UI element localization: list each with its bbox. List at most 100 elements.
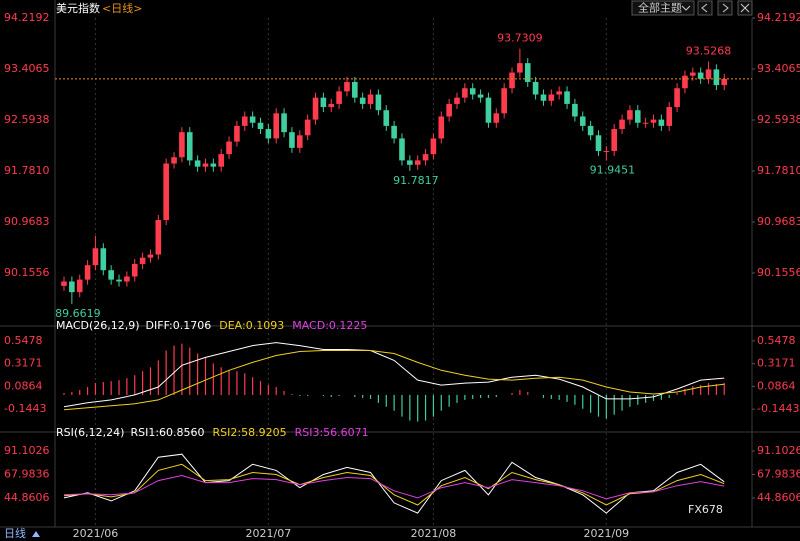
candle-body bbox=[336, 91, 342, 104]
candle-body bbox=[579, 116, 586, 126]
x-tick-label: 2021/09 bbox=[583, 527, 629, 540]
close-icon bbox=[740, 3, 750, 13]
candle-body bbox=[517, 63, 523, 73]
candle-body bbox=[202, 163, 209, 167]
candle-body bbox=[359, 97, 366, 104]
candle-body bbox=[69, 281, 75, 293]
period-label[interactable]: <日线> bbox=[102, 1, 142, 15]
y-tick-label-left: 92.5938 bbox=[4, 113, 50, 126]
y-tick-label-right: 90.9683 bbox=[757, 215, 800, 228]
indicator-line bbox=[63, 453, 725, 514]
candle-body bbox=[634, 110, 641, 123]
candle-body bbox=[414, 160, 421, 165]
candle-body bbox=[257, 122, 264, 130]
x-tick-label: 2021/07 bbox=[246, 527, 292, 540]
candle-body bbox=[304, 119, 311, 136]
candle-body bbox=[367, 94, 374, 104]
candle-body bbox=[273, 113, 280, 139]
candle-body bbox=[407, 160, 413, 165]
indicator-line bbox=[63, 463, 725, 506]
candle-body bbox=[532, 81, 539, 95]
candle-body bbox=[697, 72, 704, 79]
candle-body bbox=[509, 72, 515, 89]
next-icon bbox=[722, 3, 729, 13]
y-tick-label-left: 0.5478 bbox=[4, 334, 43, 347]
y-tick-label-left: 93.4065 bbox=[4, 62, 50, 75]
candle-body bbox=[682, 75, 688, 89]
candle-body bbox=[320, 97, 327, 108]
indicator-line bbox=[63, 474, 725, 500]
y-tick-label-right: 92.5938 bbox=[757, 113, 800, 126]
y-tick-label-right: 0.0864 bbox=[757, 379, 796, 392]
instrument-title: 美元指数 bbox=[56, 1, 100, 15]
indicator-line bbox=[63, 342, 725, 408]
candle-body bbox=[186, 132, 193, 161]
candle-body bbox=[674, 88, 680, 108]
indicator-line bbox=[63, 350, 725, 411]
candle-body bbox=[84, 265, 91, 280]
next-button[interactable] bbox=[717, 0, 733, 16]
high-label: 93.7309 bbox=[497, 32, 543, 45]
y-tick-label-right: 91.1026 bbox=[757, 444, 800, 457]
candle-body bbox=[234, 125, 240, 142]
candle-body bbox=[454, 97, 460, 104]
candle-body bbox=[76, 279, 83, 293]
candle-body bbox=[485, 97, 492, 123]
candle-body bbox=[124, 276, 130, 282]
candle-body bbox=[438, 116, 445, 139]
y-tick-label-right: 0.3171 bbox=[757, 357, 796, 370]
y-tick-label-left: 44.8606 bbox=[4, 491, 50, 504]
legend-entry: RSI1:60.8560 bbox=[130, 426, 204, 439]
candle-body bbox=[713, 69, 720, 86]
candle-body bbox=[265, 129, 272, 139]
candle-body bbox=[493, 113, 500, 123]
y-tick-label-right: 44.8606 bbox=[757, 491, 800, 504]
y-tick-label-right: 0.5478 bbox=[757, 334, 796, 347]
candle-body bbox=[312, 97, 319, 120]
candle-body bbox=[108, 270, 114, 280]
y-tick-label-right: -0.1443 bbox=[757, 402, 799, 415]
legend-entry: RSI2:58.9205 bbox=[213, 426, 287, 439]
theme-button-box[interactable] bbox=[631, 0, 695, 16]
candle-body bbox=[100, 248, 107, 271]
x-tick-label: 2021/08 bbox=[411, 527, 457, 540]
y-tick-label-right: 94.2192 bbox=[757, 11, 800, 24]
prev-button[interactable] bbox=[697, 0, 713, 16]
candle-body bbox=[430, 138, 437, 155]
candle-body bbox=[650, 119, 657, 123]
candle-body bbox=[548, 94, 555, 101]
candle-body bbox=[666, 107, 673, 126]
candle-body bbox=[179, 132, 185, 158]
candle-body bbox=[163, 163, 169, 221]
y-tick-label-left: 91.7810 bbox=[4, 164, 50, 177]
candle-body bbox=[289, 132, 295, 148]
candle-body bbox=[462, 88, 468, 98]
candle-body bbox=[658, 119, 665, 126]
y-tick-label-right: 67.9836 bbox=[757, 468, 800, 481]
low-label: 91.9451 bbox=[590, 164, 636, 177]
candle-body bbox=[194, 160, 201, 167]
candle-body bbox=[116, 279, 122, 282]
candle-body bbox=[344, 81, 350, 92]
legend-title: RSI(6,12,24) bbox=[56, 426, 124, 439]
period-switch[interactable]: 日线 bbox=[4, 526, 26, 540]
candle-body bbox=[721, 78, 728, 86]
x-tick-label: 2021/06 bbox=[73, 527, 119, 540]
high-label: 93.5268 bbox=[686, 44, 732, 57]
legend-entry: DIFF:0.1706 bbox=[146, 319, 212, 332]
theme-button[interactable]: 全部主题 bbox=[638, 1, 682, 15]
legend-entry: RSI3:56.6071 bbox=[295, 426, 369, 439]
candle-body bbox=[705, 69, 712, 79]
period-switch-icon[interactable] bbox=[32, 531, 40, 537]
candle-body bbox=[375, 94, 382, 111]
candle-body bbox=[155, 220, 162, 255]
y-tick-label-right: 93.4065 bbox=[757, 62, 800, 75]
candle-body bbox=[399, 138, 405, 161]
candle-body bbox=[210, 163, 217, 167]
low-label: 91.7817 bbox=[393, 174, 439, 187]
candle-body bbox=[642, 122, 649, 124]
candle-body bbox=[501, 88, 507, 114]
legend-entry: MACD:0.1225 bbox=[292, 319, 367, 332]
y-tick-label-right: 91.7810 bbox=[757, 164, 800, 177]
y-tick-label-left: 90.9683 bbox=[4, 215, 50, 228]
